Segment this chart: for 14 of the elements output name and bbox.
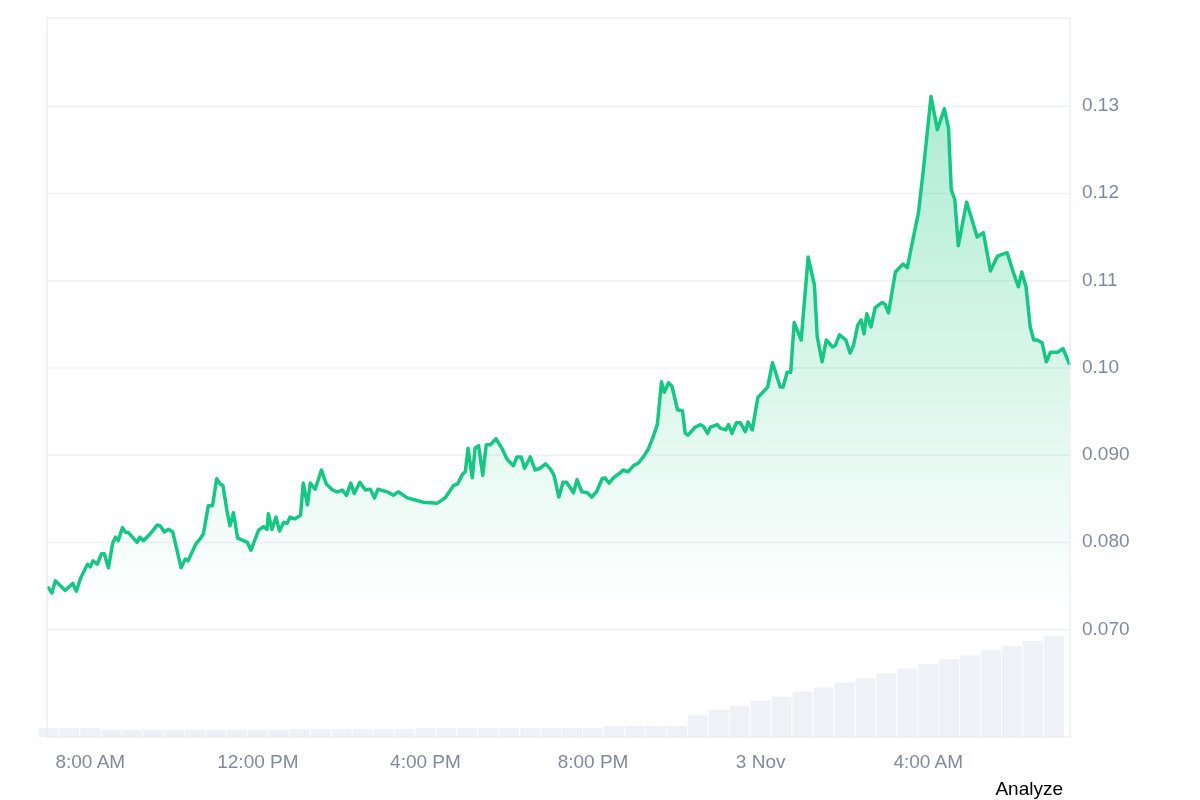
y-tick-label: 0.11 bbox=[1082, 268, 1118, 290]
x-tick-label: 4:00 PM bbox=[390, 751, 461, 772]
x-tick-label: 8:00 AM bbox=[55, 751, 126, 772]
x-tick-label: 12:00 PM bbox=[217, 751, 299, 772]
y-tick-label: 0.13 bbox=[1082, 94, 1119, 116]
y-tick-label: 0.070 bbox=[1082, 617, 1130, 639]
y-tick-label: 0.080 bbox=[1082, 530, 1130, 552]
x-tick-label: 4:00 AM bbox=[893, 751, 964, 772]
x-tick-label: 3 Nov bbox=[735, 751, 786, 772]
y-tick-label: 0.090 bbox=[1082, 443, 1130, 465]
y-tick-label: 0.12 bbox=[1082, 181, 1119, 203]
y-tick-label: 0.10 bbox=[1082, 355, 1119, 377]
x-tick-label: 8:00 PM bbox=[557, 751, 629, 772]
text: Analyze bbox=[995, 778, 1063, 799]
